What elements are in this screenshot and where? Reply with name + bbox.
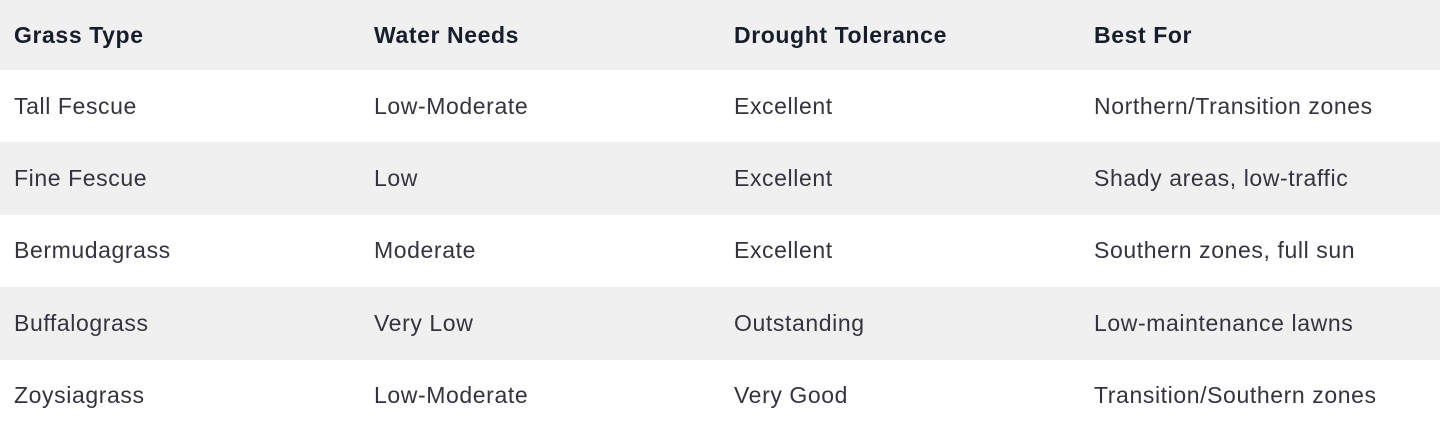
cell-grass-type: Zoysiagrass <box>14 382 145 409</box>
cell-drought-tolerance: Very Good <box>734 382 849 409</box>
cell-drought-tolerance: Excellent <box>734 237 833 264</box>
table-row: Bermudagrass Moderate Excellent Southern… <box>0 214 1440 288</box>
cell-best-for: Shady areas, low-traffic <box>1094 165 1349 192</box>
column-header-drought-tolerance: Drought Tolerance <box>734 21 947 48</box>
cell-best-for: Northern/Transition zones <box>1094 92 1373 119</box>
cell-water-needs: Very Low <box>374 309 474 336</box>
cell-grass-type: Bermudagrass <box>14 237 171 264</box>
cell-grass-type: Fine Fescue <box>14 165 148 192</box>
table-row: Zoysiagrass Low-Moderate Very Good Trans… <box>0 359 1440 432</box>
cell-drought-tolerance: Outstanding <box>734 309 865 336</box>
column-header-best-for: Best For <box>1094 21 1193 48</box>
table-row: Buffalograss Very Low Outstanding Low-ma… <box>0 287 1440 360</box>
column-header-water-needs: Water Needs <box>374 21 520 48</box>
cell-best-for: Transition/Southern zones <box>1094 382 1377 409</box>
cell-grass-type: Tall Fescue <box>14 92 137 119</box>
cell-drought-tolerance: Excellent <box>734 92 833 119</box>
cell-grass-type: Buffalograss <box>14 309 149 336</box>
table-row: Tall Fescue Low-Moderate Excellent North… <box>0 70 1440 143</box>
cell-water-needs: Low-Moderate <box>374 92 529 119</box>
cell-best-for: Southern zones, full sun <box>1094 237 1356 264</box>
cell-drought-tolerance: Excellent <box>734 165 833 192</box>
cell-water-needs: Low <box>374 165 418 192</box>
cell-best-for: Low-maintenance lawns <box>1094 309 1354 336</box>
table-row: Fine Fescue Low Excellent Shady areas, l… <box>0 142 1440 215</box>
cell-water-needs: Low-Moderate <box>374 382 529 409</box>
cell-water-needs: Moderate <box>374 237 476 264</box>
column-header-grass-type: Grass Type <box>14 21 144 48</box>
table-header-row: Grass Type Water Needs Drought Tolerance… <box>0 0 1440 70</box>
